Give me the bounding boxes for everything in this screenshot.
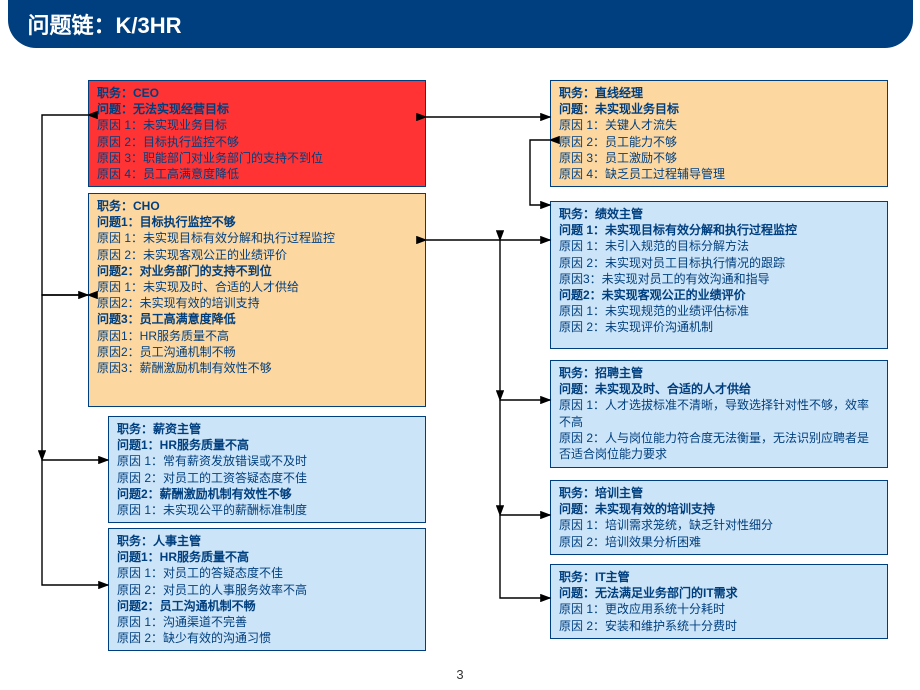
reason-line: 原因 1：未引入规范的目标分解方法: [559, 238, 879, 254]
reason-line: 原因 2：人与岗位能力符合度无法衡量，无法识别应聘者是否适合岗位能力要求: [559, 430, 879, 462]
box-cho: 职务：CHO问题1：目标执行监控不够原因 1：未实现目标有效分解和执行过程监控原…: [88, 193, 426, 407]
reason-line: 原因 2：对员工的工资答疑态度不佳: [117, 470, 417, 486]
reason-line: 原因3：薪酬激励机制有效性不够: [97, 360, 417, 376]
reason-line: 原因 1：未实现目标有效分解和执行过程监控: [97, 230, 417, 246]
problem-label: 问题2：未实现客观公正的业绩评价: [559, 287, 879, 303]
connector-arrow: [530, 140, 550, 205]
box-salary: 职务：薪资主管问题1：HR服务质量不高原因 1：常有薪资发放错误或不及时原因 2…: [108, 416, 426, 523]
box-perf: 职务：绩效主管问题 1：未实现目标有效分解和执行过程监控原因 1：未引入规范的目…: [550, 201, 888, 349]
role-label: 职务：直线经理: [559, 85, 879, 101]
reason-line: 原因 2：对员工的人事服务效率不高: [117, 582, 417, 598]
title-bar: 问题链：K/3HR: [8, 0, 913, 48]
reason-line: 原因 1：未实现公平的薪酬标准制度: [117, 502, 417, 518]
connector-arrow: [42, 115, 88, 295]
reason-line: 原因 1：培训需求笼统，缺乏针对性细分: [559, 517, 879, 533]
problem-label: 问题2：对业务部门的支持不到位: [97, 263, 417, 279]
role-label: 职务：招聘主管: [559, 365, 879, 381]
reason-line: 原因 2：培训效果分析困难: [559, 534, 879, 550]
reason-line: 原因 3：职能部门对业务部门的支持不到位: [97, 150, 417, 166]
reason-line: 原因 1：常有薪资发放错误或不及时: [117, 453, 417, 469]
reason-line: 原因 3：员工激励不够: [559, 150, 879, 166]
box-it: 职务：IT主管问题：无法满足业务部门的IT需求原因 1：更改应用系统十分耗时原因…: [550, 564, 888, 639]
reason-line: 原因3：未实现对员工的有效沟通和指导: [559, 271, 879, 287]
problem-label: 问题1：目标执行监控不够: [97, 214, 417, 230]
reason-line: 原因 2：安装和维护系统十分费时: [559, 618, 879, 634]
reason-line: 原因 2：未实现客观公正的业绩评价: [97, 247, 417, 263]
problem-label: 问题：无法满足业务部门的IT需求: [559, 585, 879, 601]
problem-label: 问题：无法实现经营目标: [97, 101, 417, 117]
connector-arrow: [500, 400, 550, 515]
reason-line: 原因 4：员工高满意度降低: [97, 166, 417, 182]
role-label: 职务：CEO: [97, 85, 417, 101]
reason-line: 原因 2：缺少有效的沟通习惯: [117, 630, 417, 646]
reason-line: 原因 2：未实现评价沟通机制: [559, 319, 879, 335]
reason-line: 原因1：HR服务质量不高: [97, 328, 417, 344]
problem-label: 问题 1：未实现目标有效分解和执行过程监控: [559, 222, 879, 238]
reason-line: 原因 1：未实现规范的业绩评估标准: [559, 303, 879, 319]
role-label: 职务：人事主管: [117, 533, 417, 549]
problem-label: 问题1：HR服务质量不高: [117, 549, 417, 565]
problem-label: 问题2：薪酬激励机制有效性不够: [117, 486, 417, 502]
page-title: 问题链：K/3HR: [28, 13, 182, 38]
role-label: 职务：薪资主管: [117, 421, 417, 437]
reason-line: 原因 1：更改应用系统十分耗时: [559, 601, 879, 617]
role-label: 职务：CHO: [97, 198, 417, 214]
box-train: 职务：培训主管问题：未实现有效的培训支持原因 1：培训需求笼统，缺乏针对性细分原…: [550, 480, 888, 555]
role-label: 职务：绩效主管: [559, 206, 879, 222]
reason-line: 原因 1：人才选拔标准不清晰，导致选择针对性不够，效率不高: [559, 397, 879, 429]
problem-label: 问题：未实现业务目标: [559, 101, 879, 117]
reason-line: 原因 2：目标执行监控不够: [97, 134, 417, 150]
problem-label: 问题3：员工高满意度降低: [97, 311, 417, 327]
reason-line: 原因 1：未实现及时、合适的人才供给: [97, 279, 417, 295]
box-line_mgr: 职务：直线经理问题：未实现业务目标原因 1：关键人才流失原因 2：员工能力不够原…: [550, 80, 888, 187]
problem-label: 问题1：HR服务质量不高: [117, 437, 417, 453]
reason-line: 原因2：未实现有效的培训支持: [97, 295, 417, 311]
reason-line: 原因 1：关键人才流失: [559, 117, 879, 133]
reason-line: 原因 1：对员工的答疑态度不佳: [117, 565, 417, 581]
reason-line: 原因 1：沟通渠道不完善: [117, 614, 417, 630]
problem-label: 问题：未实现及时、合适的人才供给: [559, 381, 879, 397]
box-ceo: 职务：CEO问题：无法实现经营目标原因 1：未实现业务目标原因 2：目标执行监控…: [88, 80, 426, 187]
role-label: 职务：IT主管: [559, 569, 879, 585]
page-number: 3: [456, 667, 463, 682]
role-label: 职务：培训主管: [559, 485, 879, 501]
problem-label: 问题：未实现有效的培训支持: [559, 501, 879, 517]
box-hr: 职务：人事主管问题1：HR服务质量不高原因 1：对员工的答疑态度不佳原因 2：对…: [108, 528, 426, 651]
reason-line: 原因 4：缺乏员工过程辅导管理: [559, 166, 879, 182]
connector-arrow: [500, 240, 550, 400]
reason-line: 原因 2：未实现对员工目标执行情况的跟踪: [559, 255, 879, 271]
reason-line: 原因2：员工沟通机制不畅: [97, 344, 417, 360]
connector-arrow: [500, 515, 550, 598]
problem-label: 问题2：员工沟通机制不畅: [117, 598, 417, 614]
connector-arrow: [42, 460, 108, 585]
box-recruit: 职务：招聘主管问题：未实现及时、合适的人才供给原因 1：人才选拔标准不清晰，导致…: [550, 360, 888, 468]
reason-line: 原因 1：未实现业务目标: [97, 117, 417, 133]
reason-line: 原因 2：员工能力不够: [559, 134, 879, 150]
